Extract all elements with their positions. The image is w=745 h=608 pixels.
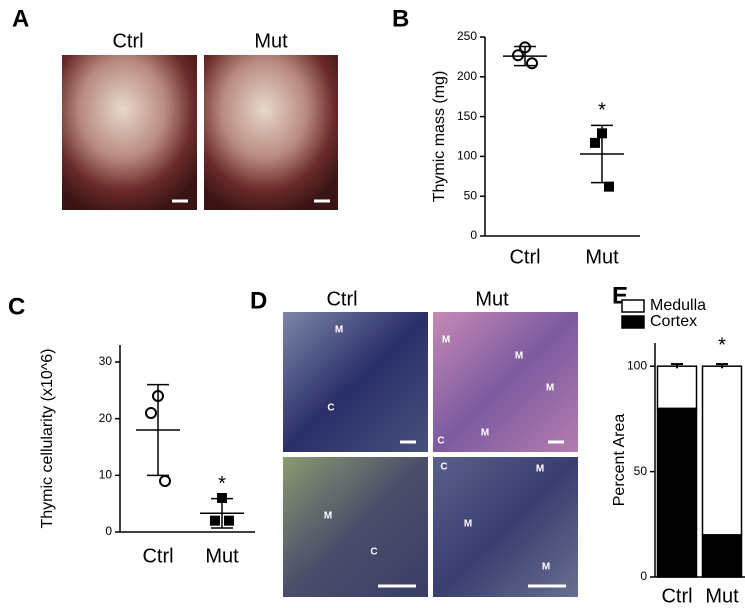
x-tick-label: Mut [705,585,739,607]
y-tick-label: 0 [640,569,647,583]
x-tick-label: Mut [205,545,239,567]
histology-image [433,312,578,452]
data-point [145,407,157,419]
histology-image [283,312,428,452]
y-tick-label: 50 [634,464,648,478]
photo [62,55,197,210]
photo [204,55,338,210]
y-tick-label: 150 [457,109,477,123]
significance: * [218,473,226,495]
x-tick-label: Ctrl [142,545,173,567]
image-labels: M C M M M M C M C C M M M [324,325,554,573]
region-label: C [437,436,444,447]
y-tick-label: 100 [627,358,647,372]
panel-label: C [8,293,25,320]
y-tick-label: 200 [457,69,477,83]
region-label: M [536,464,544,475]
region-label: M [324,511,332,522]
x-tick-label: Ctrl [661,585,692,607]
legend-swatch [621,299,645,313]
bar-segment [656,365,698,410]
data-point [224,515,234,526]
region-label: M [542,562,550,573]
region-label: C [327,403,334,414]
histology-image [433,457,578,597]
legend-swatch [621,315,645,329]
significance: * [718,334,726,356]
y-axis-label: Percent Area [611,414,628,507]
significance: * [598,100,606,122]
region-label: M [442,335,450,346]
y-axis-label: Thymic cellularity (x10^6) [39,349,56,529]
region-label: C [370,547,377,558]
data-point [512,49,524,62]
image-title: Ctrl [112,30,143,52]
region-label: M [546,383,554,394]
histology-image [283,457,428,597]
x-tick-label: Ctrl [509,246,540,268]
region-label: M [335,325,343,336]
panel-label: B [392,5,409,32]
region-label: M [515,351,523,362]
bar-segment [701,365,743,536]
legend-label: Medulla [650,297,706,314]
y-tick-label: 100 [457,149,477,163]
panel-label: D [250,287,267,314]
data-point [526,57,538,70]
bar-segment [656,407,698,578]
y-tick-label: 250 [457,29,477,43]
bar-segment [701,534,743,578]
data-point [590,137,600,148]
data-point [604,181,614,192]
y-tick-label: 20 [99,411,113,425]
region-label: C [440,462,447,473]
y-tick-label: 30 [99,354,113,368]
data-point [210,515,220,526]
panel-label: A [12,5,29,32]
data-point [159,475,171,487]
y-tick-label: 0 [470,228,477,242]
region-label: M [464,519,472,530]
region-label: M [481,428,489,439]
image-title: Mut [254,30,288,52]
y-tick-label: 50 [464,188,478,202]
x-tick-label: Mut [585,246,619,268]
legend-label: Cortex [650,313,697,330]
column-title: Mut [475,288,509,310]
y-axis-label: Thymic mass (mg) [431,71,448,203]
y-tick-label: 10 [99,468,113,482]
y-tick-label: 0 [105,524,112,538]
column-title: Ctrl [326,288,357,310]
